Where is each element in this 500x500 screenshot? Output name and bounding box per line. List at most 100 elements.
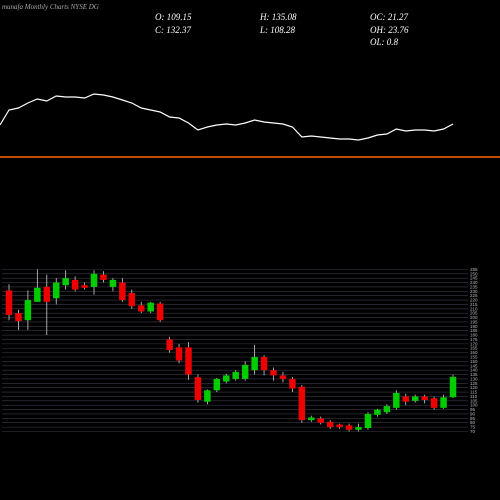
candle-body [430,398,438,408]
y-tick-label: 70 [470,429,476,434]
candle-body [204,390,211,402]
candle-body [62,278,69,286]
y-tick-label: 190 [470,324,478,329]
candle-body [5,290,13,315]
candle-body [355,427,362,430]
y-tick-label: 225 [470,293,478,298]
y-tick-label: 250 [470,271,478,276]
y-tick-label: 255 [470,267,478,272]
y-tick-label: 125 [470,381,478,386]
candle-body [308,417,315,421]
y-tick-label: 155 [470,355,478,360]
y-tick-label: 235 [470,284,478,289]
candle-body [147,302,154,312]
candle-body [383,406,391,413]
candle-body [374,409,381,415]
y-tick-label: 140 [470,368,478,373]
y-tick-label: 240 [470,280,478,285]
chart-title: munafa Monthly Charts NYSE DG [2,3,99,11]
candle-body [175,347,183,361]
info-text: H: 135.08 [259,12,297,22]
y-tick-label: 210 [470,306,478,311]
info-text: OC: 21.27 [370,12,408,22]
candle-body [364,413,372,428]
candle-body [194,377,202,400]
candle-body [411,396,419,401]
candle-body [128,293,136,307]
candle-body [100,274,107,280]
y-tick-label: 185 [470,328,478,333]
y-tick-label: 145 [470,363,478,368]
y-tick-label: 90 [470,411,476,416]
y-tick-label: 110 [470,394,478,399]
y-tick-label: 165 [470,346,478,351]
candle-body [156,303,164,321]
candle-body [185,347,192,375]
candle-body [90,273,98,287]
candle-body [251,357,258,371]
y-tick-label: 175 [470,337,478,342]
y-tick-label: 215 [470,302,478,307]
candle-body [317,418,324,423]
y-tick-label: 105 [470,398,478,403]
y-tick-label: 75 [470,425,476,430]
candle-body [166,339,173,350]
candle-body [138,305,145,312]
candle-body [393,392,400,408]
candle-body [71,279,79,290]
candle-body [279,375,287,379]
candle-body [336,424,343,428]
candle-body [213,378,221,391]
candle-body [34,287,41,302]
info-text: L: 108.28 [259,25,296,35]
candle-body [270,370,277,376]
y-tick-label: 220 [470,298,478,303]
y-tick-label: 95 [470,407,476,412]
y-tick-label: 245 [470,276,478,281]
candle-body [109,279,117,287]
candle-body [52,282,60,299]
y-tick-label: 205 [470,311,478,316]
y-tick-label: 150 [470,359,478,364]
candle-body [232,371,239,379]
y-tick-label: 100 [470,403,478,408]
y-tick-label: 120 [470,385,478,390]
y-tick-label: 230 [470,289,478,294]
candle-body [402,396,410,402]
candle-body [260,357,268,371]
candles [5,269,457,432]
candle-body [326,421,334,428]
y-tick-label: 135 [470,372,478,377]
y-tick-label: 115 [470,390,478,395]
candle-body [81,285,88,288]
candle-body [15,313,22,322]
candle-body [119,282,126,301]
candle-body [241,364,249,379]
candle-body [421,396,428,400]
indicator-panel [0,93,454,141]
candle-body [440,397,447,408]
y-tick-label: 130 [470,376,478,381]
candle-body [43,286,51,302]
indicator-line [0,93,454,141]
y-tick-label: 200 [470,315,478,320]
grid: 7075808590951001051101151201251301351401… [0,156,500,434]
y-tick-label: 180 [470,333,478,338]
y-tick-label: 170 [470,341,478,346]
info-text: O: 109.15 [155,12,192,22]
candle-body [345,425,353,430]
y-tick-label: 160 [470,350,478,355]
candle-body [449,376,457,398]
y-tick-label: 195 [470,319,478,324]
info-panel: O: 109.15 H: 135.08 OC: 21.27 C: 132.37 L: 1… [155,12,409,47]
candle-body [24,300,32,321]
candle-body [223,375,230,382]
candle-body [298,386,306,421]
y-tick-label: 80 [470,420,476,425]
info-text: C: 132.37 [155,25,192,35]
candle-body [289,378,296,389]
info-text: OL: 0.8 [370,37,399,47]
